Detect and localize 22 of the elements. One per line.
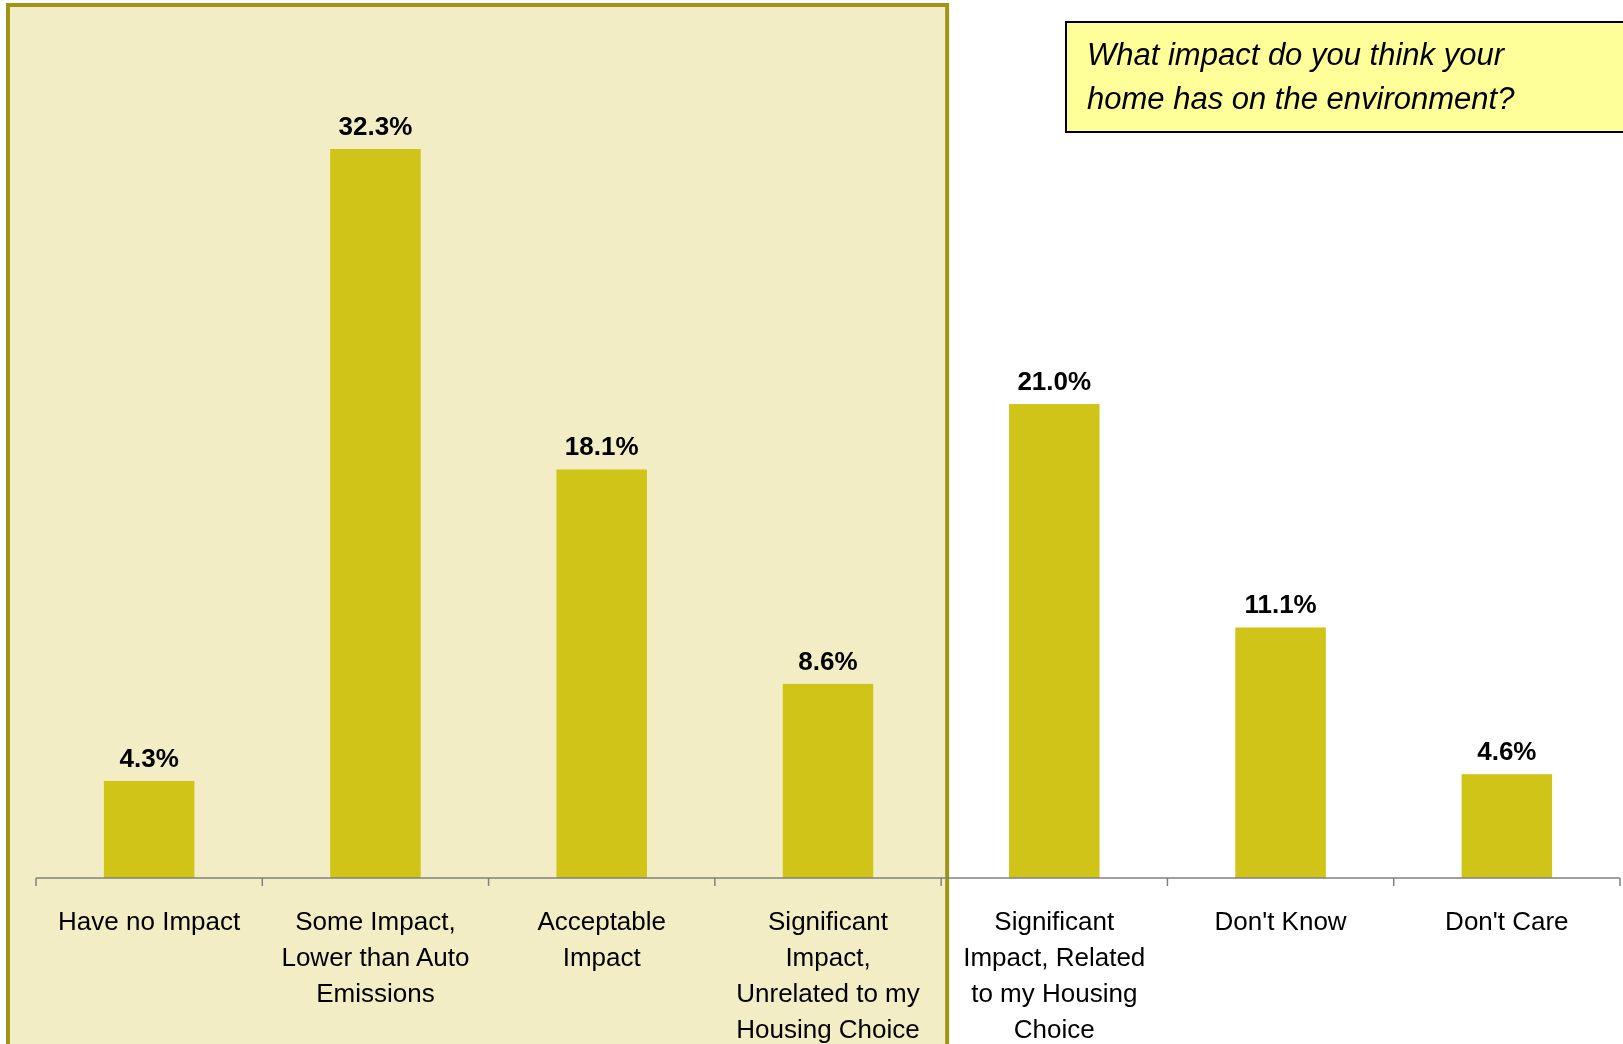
chart-title: What impact do you think your home has on the environment?	[1087, 37, 1516, 116]
bar	[556, 469, 647, 878]
bar	[103, 780, 195, 878]
x-tick-label: Acceptable Impact	[537, 906, 667, 972]
bar	[330, 149, 421, 878]
data-label: 4.3%	[119, 742, 179, 773]
data-label: 4.6%	[1477, 736, 1537, 767]
bar	[1009, 404, 1100, 878]
data-label: 32.3%	[338, 111, 413, 141]
x-tick-label: Don't Care	[1445, 906, 1569, 936]
data-label: 11.1%	[1244, 589, 1317, 620]
bar	[1461, 774, 1553, 878]
data-label: 18.1%	[564, 431, 639, 462]
x-tick-label: Some Impact, Lower than Auto Emissions	[281, 906, 470, 1008]
data-label: 8.6%	[798, 645, 858, 676]
data-label: 21.0%	[1017, 366, 1092, 397]
x-tick-label: Significant Impact, Unrelated to my Housing Choice	[736, 906, 920, 1044]
bar	[782, 683, 874, 878]
x-tick-label: Have no Impact	[58, 906, 241, 936]
bar	[1235, 627, 1326, 878]
x-tick-label: Significant Impact, Related to my Housing Choice	[963, 906, 1146, 1044]
x-tick-label: Don't Know	[1214, 906, 1347, 936]
